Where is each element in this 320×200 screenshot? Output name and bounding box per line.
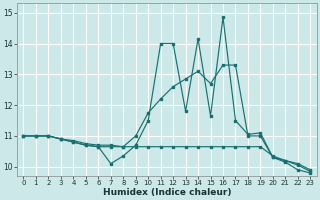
X-axis label: Humidex (Indice chaleur): Humidex (Indice chaleur) xyxy=(103,188,231,197)
